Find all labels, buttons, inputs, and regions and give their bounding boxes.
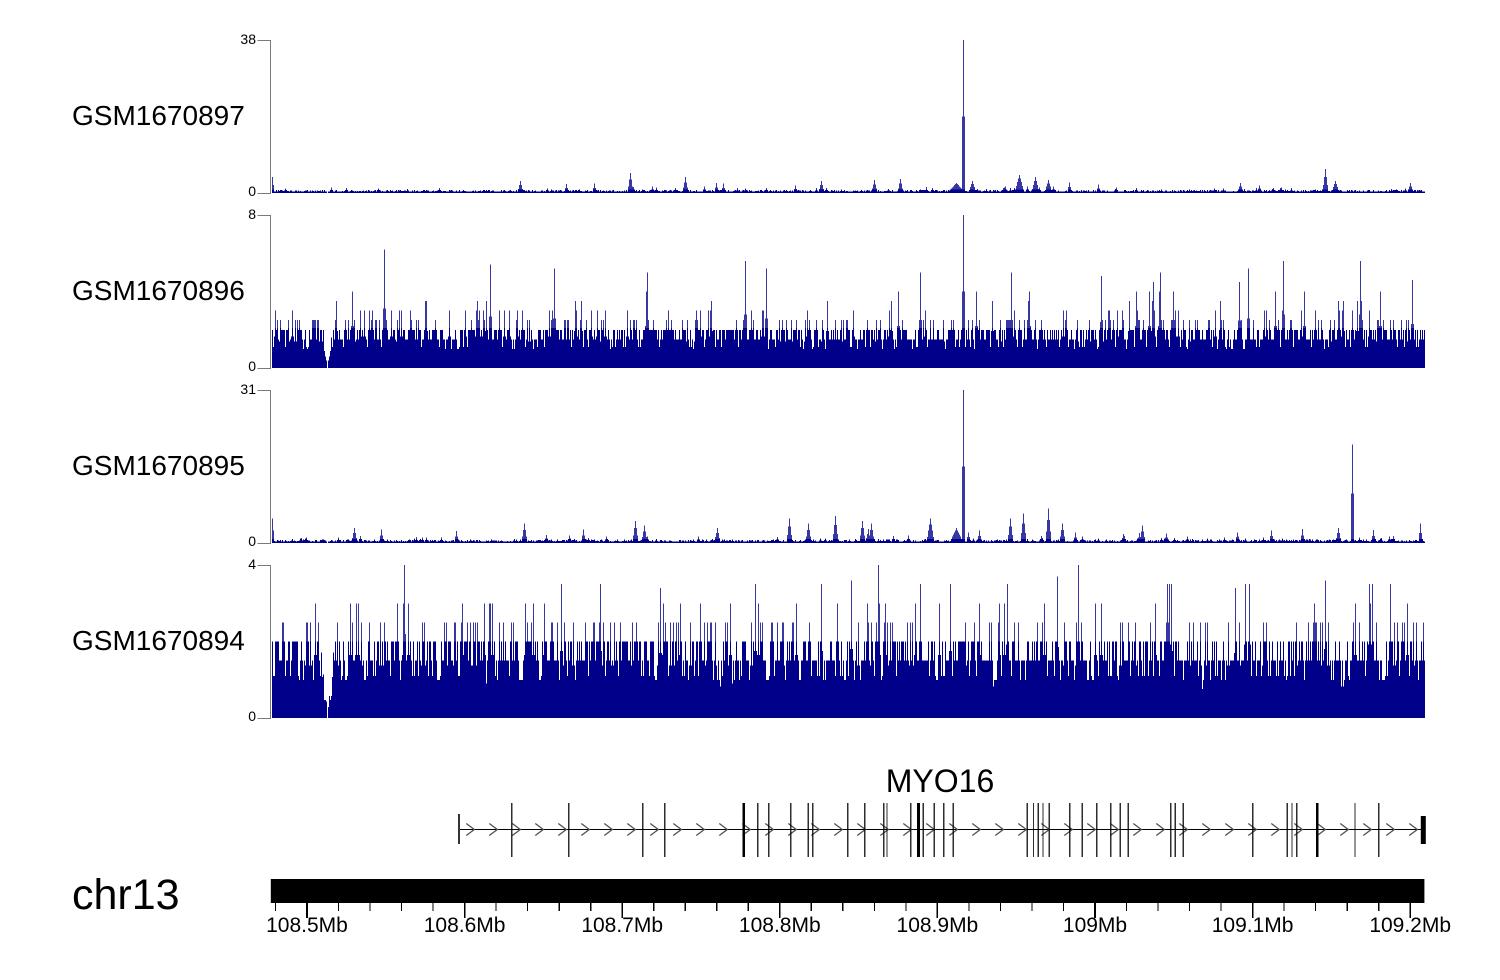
- axis-major-ticks: [306, 903, 1411, 918]
- axis-tick-label: 109Mb: [1062, 914, 1128, 937]
- axis-tick-label: 108.7Mb: [581, 914, 664, 937]
- gene-end-box: [1420, 816, 1426, 844]
- y-axis-max-label: 4: [248, 556, 256, 572]
- y-axis-ticks: [257, 564, 271, 720]
- y-axis-ticks: [257, 389, 271, 545]
- gene-name-label: MYO16: [885, 763, 995, 799]
- axis-tick-label: 109.1Mb: [1211, 914, 1294, 937]
- axis-tick-label: 109.2Mb: [1369, 914, 1452, 937]
- coverage-spikes: [272, 390, 1425, 543]
- y-axis-max-label: 8: [248, 206, 256, 222]
- axis-tick-label: 108.6Mb: [423, 914, 506, 937]
- axis-tick-label: 108.5Mb: [266, 914, 348, 937]
- track-name-label: GSM1670895: [72, 449, 245, 481]
- y-axis-max-label: 31: [240, 381, 256, 397]
- coverage-body: [272, 641, 1425, 718]
- y-axis-max-label: 38: [240, 31, 256, 47]
- coverage-body: [272, 539, 1425, 543]
- y-axis-zero-label: 0: [248, 708, 256, 724]
- y-axis-ticks: [257, 39, 271, 195]
- y-axis-zero-label: 0: [248, 533, 256, 549]
- track-name-label: GSM1670894: [72, 624, 245, 656]
- chromosome-bar: [270, 879, 1425, 903]
- coverage-body: [272, 189, 1425, 193]
- y-axis-zero-label: 0: [248, 183, 256, 199]
- coverage-spikes: [272, 40, 1425, 193]
- y-axis-ticks: [257, 214, 271, 370]
- coverage-body: [272, 327, 1425, 368]
- axis-tick-label: 108.8Mb: [738, 914, 821, 937]
- axis-tick-label: 108.9Mb: [896, 914, 979, 937]
- axis-minor-ticks: [274, 903, 1380, 911]
- track-name-label: GSM1670896: [72, 274, 245, 306]
- strand-direction-arrows: [465, 822, 1419, 837]
- y-axis-zero-label: 0: [248, 358, 256, 374]
- track-name-label: GSM1670897: [72, 99, 245, 131]
- chromosome-label: chr13: [72, 871, 180, 919]
